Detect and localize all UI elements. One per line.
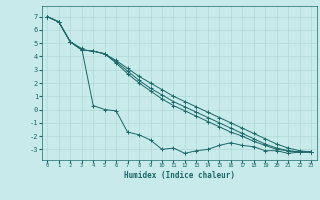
X-axis label: Humidex (Indice chaleur): Humidex (Indice chaleur): [124, 171, 235, 180]
